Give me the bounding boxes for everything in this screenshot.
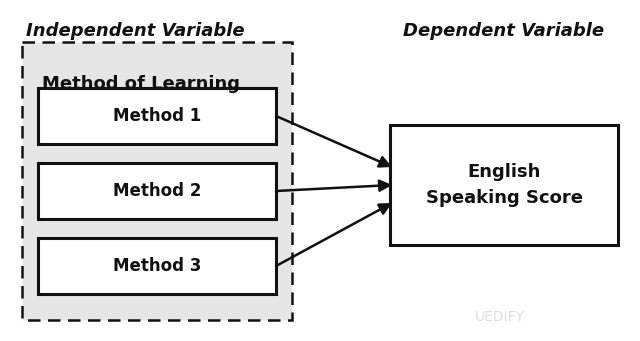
- Text: Method of Learning: Method of Learning: [42, 75, 240, 93]
- Bar: [38, 238, 276, 294]
- Bar: [38, 163, 276, 219]
- Text: Dependent Variable: Dependent Variable: [403, 22, 605, 40]
- Text: Method 1: Method 1: [113, 107, 201, 125]
- Text: Method 3: Method 3: [113, 257, 201, 275]
- Text: English
Speaking Score: English Speaking Score: [426, 163, 582, 207]
- Text: Method 2: Method 2: [113, 182, 201, 200]
- Text: Independent Variable: Independent Variable: [26, 22, 244, 40]
- Bar: [22, 42, 292, 320]
- Text: UEDIFY: UEDIFY: [475, 310, 525, 324]
- Bar: [390, 125, 618, 245]
- Bar: [38, 88, 276, 144]
